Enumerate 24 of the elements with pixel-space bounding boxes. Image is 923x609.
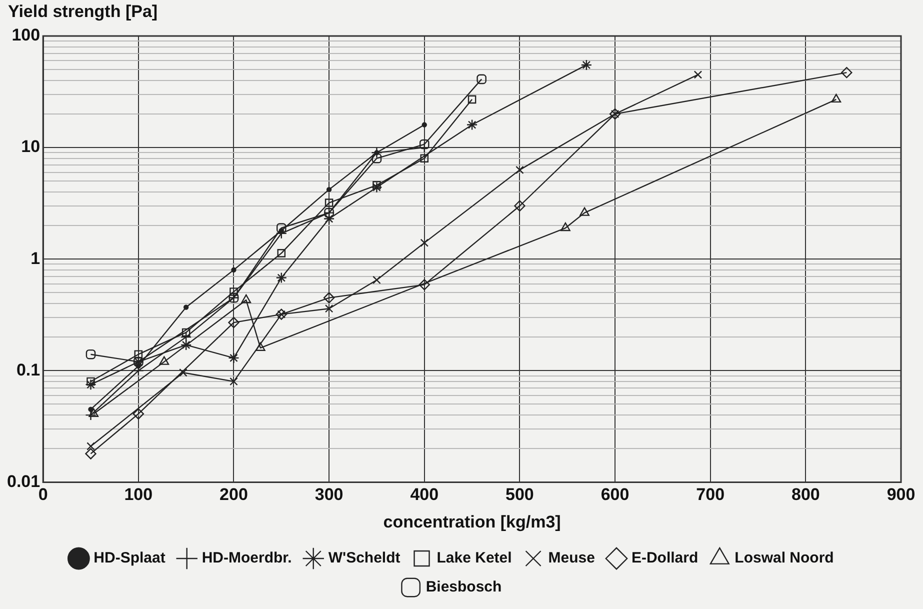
x-tick-label: 200 xyxy=(220,485,248,504)
y-tick-label: 100 xyxy=(12,26,40,45)
x-tick-label: 700 xyxy=(696,485,725,504)
y-tick-label: 10 xyxy=(21,137,40,156)
y-tick-label: 0.01 xyxy=(6,472,40,491)
x-tick-label: 900 xyxy=(886,485,916,504)
y-axis-title: Yield strength [Pa] xyxy=(8,2,158,22)
x-tick-label: 800 xyxy=(791,485,820,504)
x-tick-label: 400 xyxy=(410,485,439,504)
legend-label: Meuse xyxy=(548,550,595,567)
legend-label: W'Scheldt xyxy=(328,550,400,567)
y-tick-label: 1 xyxy=(30,248,40,268)
legend-label: HD-Splaat xyxy=(94,550,166,567)
x-axis-title: concentration [kg/m3] xyxy=(383,512,561,532)
legend-label: E-Dollard xyxy=(631,550,698,567)
x-tick-label: 600 xyxy=(600,485,630,504)
x-tick-label: 100 xyxy=(124,485,153,504)
legend-label: Loswal Noord xyxy=(734,550,834,567)
y-tick-label: 0.1 xyxy=(16,360,40,380)
legend-label: Lake Ketel xyxy=(436,550,512,567)
x-tick-label: 500 xyxy=(506,485,534,504)
legend-label: HD-Moerdbr. xyxy=(202,550,292,567)
x-tick-label: 300 xyxy=(314,485,344,504)
legend-label: Biesbosch xyxy=(426,578,502,596)
